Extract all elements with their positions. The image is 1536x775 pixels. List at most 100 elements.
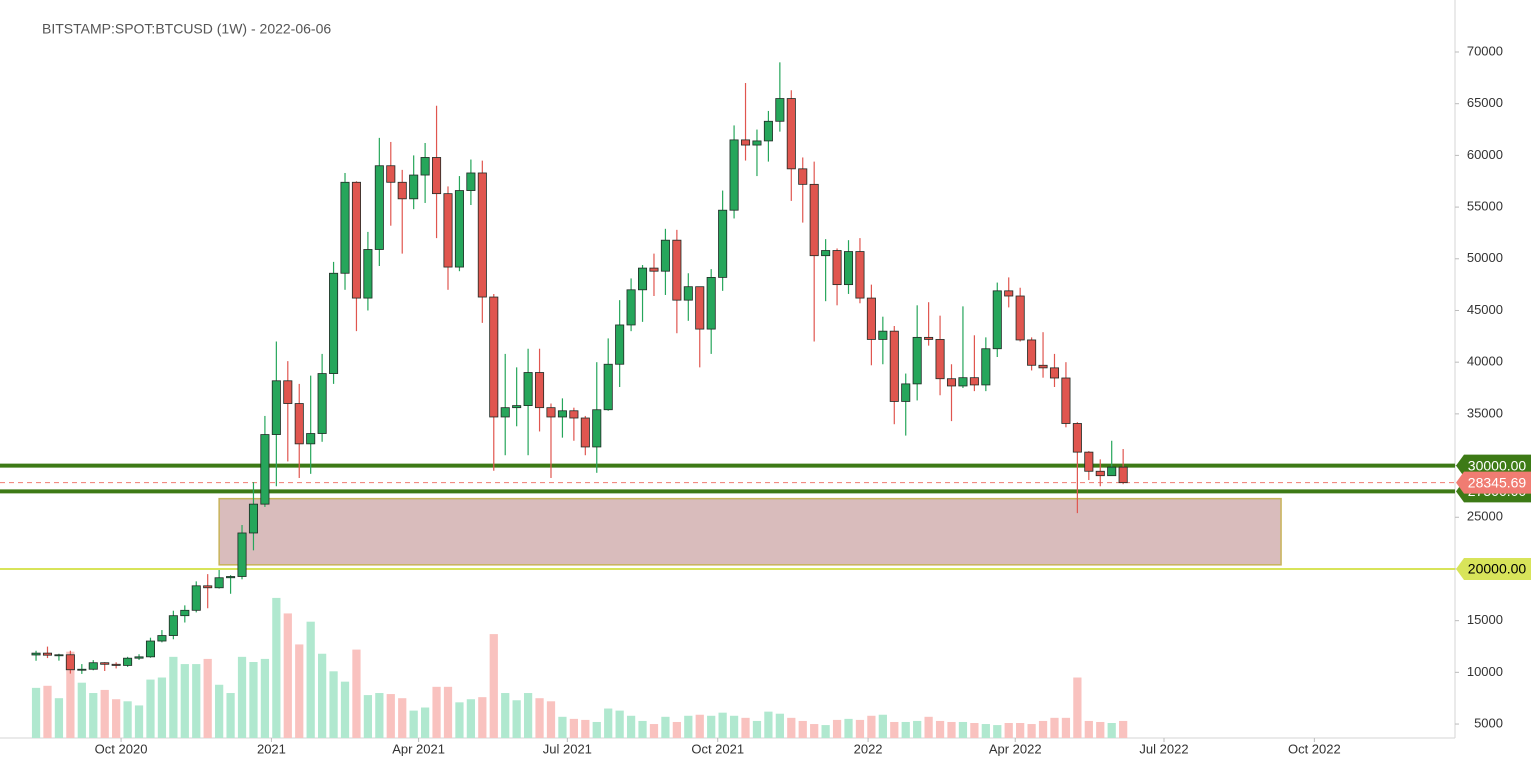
candle-body [31, 652, 41, 656]
volume-bar [707, 715, 716, 738]
candle-body [111, 663, 121, 666]
volume-bar [844, 718, 853, 738]
volume-bar [695, 714, 704, 738]
candle-body [77, 668, 87, 671]
candle-body [226, 576, 236, 579]
x-tick-label: Apr 2021 [392, 741, 445, 756]
volume-bar [77, 682, 86, 738]
y-tick-label: 50000 [1467, 250, 1503, 265]
y-tick-label: 35000 [1467, 405, 1503, 420]
volume-bar [1119, 720, 1128, 738]
x-tick-label: 2022 [854, 741, 883, 756]
candle-body [683, 286, 693, 301]
price-line-label-box [1456, 557, 1531, 580]
candle-body [1118, 466, 1128, 484]
price-line-label-box [1456, 454, 1531, 477]
x-tick-label: Apr 2022 [989, 741, 1042, 756]
volume-bar [1073, 677, 1082, 738]
candle-body [237, 532, 247, 577]
y-tick-label: 55000 [1467, 199, 1503, 214]
candle-body [1107, 466, 1117, 477]
volume-bar [558, 716, 567, 738]
x-tick-label: Oct 2020 [95, 741, 148, 756]
volume-bar [420, 707, 430, 738]
x-tick-label: 2021 [257, 741, 286, 756]
x-tick-label: Oct 2021 [691, 741, 744, 756]
volume-bar [924, 716, 933, 738]
candle-body [42, 652, 53, 656]
candle-body [306, 433, 316, 445]
candle-body [466, 172, 476, 191]
candle-body [763, 120, 773, 142]
volume-bar [512, 700, 521, 738]
volume-bar [283, 613, 292, 738]
volume-bar [1084, 720, 1093, 738]
candle-body [729, 139, 739, 211]
volume-bar [855, 719, 865, 738]
volume-bar [901, 721, 910, 738]
volume-bar [935, 720, 945, 738]
candle-body [1027, 339, 1037, 366]
candle-body [432, 157, 442, 195]
candle-body [283, 380, 293, 404]
candle-body [523, 372, 533, 407]
candle-body [340, 181, 350, 274]
price-line-label: 30000.00 [1468, 457, 1527, 473]
candle-body [260, 434, 270, 505]
volume-bar [970, 723, 979, 738]
x-tick-label: Oct 2022 [1288, 741, 1341, 756]
y-tick-label: 40000 [1467, 354, 1503, 369]
volume-bar [1107, 723, 1116, 738]
candle-body [214, 577, 224, 589]
candle-body [580, 417, 590, 448]
volume-bar [466, 699, 476, 738]
volume-bar [764, 711, 773, 738]
candle-body [317, 373, 327, 434]
candle-body [557, 410, 567, 418]
candle-body [752, 140, 762, 146]
volume-bar [409, 710, 418, 738]
volume-bar [329, 671, 338, 738]
volume-bar [203, 658, 212, 738]
candle-body [775, 98, 785, 122]
volume-bar [832, 719, 842, 738]
candle-body [1049, 367, 1060, 379]
volume-bar [615, 710, 624, 738]
candle-body [512, 405, 522, 409]
candle-body [500, 407, 510, 418]
candle-body [878, 330, 888, 340]
candle-body [168, 615, 178, 636]
candle-body [1084, 451, 1094, 472]
volume-bar [1004, 723, 1013, 738]
candle-body [180, 609, 190, 617]
volume-bar [31, 687, 41, 738]
last-price-label-box [1456, 471, 1531, 494]
y-tick-label: 5000 [1474, 715, 1503, 730]
candle-body [969, 377, 979, 386]
volume-bar [249, 662, 258, 738]
volume-bar [443, 686, 453, 738]
volume-bar [66, 651, 75, 738]
volume-bar [1096, 721, 1105, 738]
volume-bar [318, 653, 327, 738]
volume-bar [237, 656, 247, 738]
candle-body [706, 276, 716, 330]
volume-bar [375, 693, 384, 738]
candle-body [54, 654, 64, 657]
volume-bar [226, 693, 235, 738]
y-tick-label: 65000 [1467, 95, 1503, 110]
volume-bar [569, 718, 578, 738]
volume-bar [981, 724, 990, 738]
volume-bar [478, 697, 487, 738]
volume-bar [890, 721, 899, 738]
candle-body [134, 656, 144, 659]
candle-body [866, 297, 876, 340]
volume-bar [398, 698, 407, 738]
candle-body [603, 363, 613, 411]
volume-bar [947, 721, 956, 738]
volume-bar [787, 717, 796, 738]
candle-body [409, 174, 419, 200]
volume-bar [306, 621, 315, 738]
volume-bar [363, 695, 373, 738]
